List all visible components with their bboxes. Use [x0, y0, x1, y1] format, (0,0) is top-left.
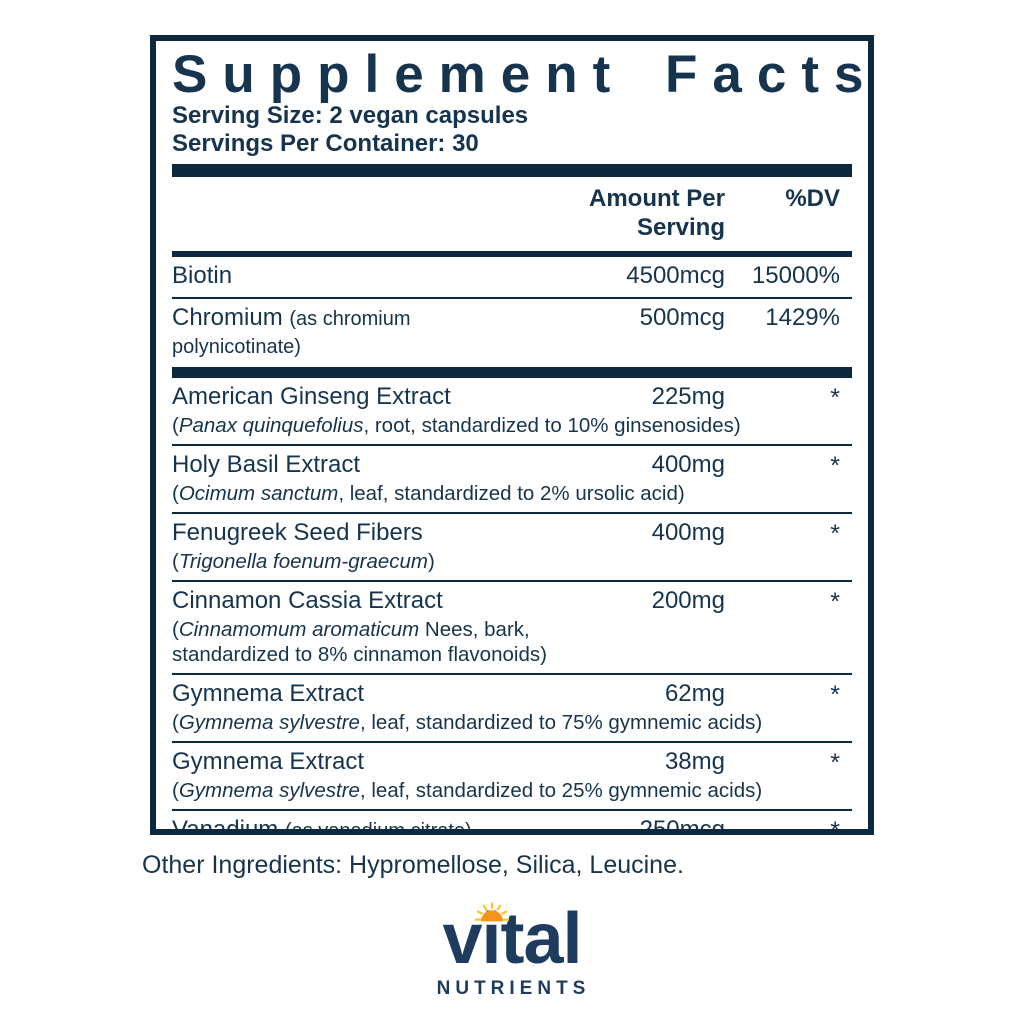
ingredient-botanical-detail: (Panax quinquefolius, root, standardized… [172, 414, 741, 438]
serving-size: Serving Size: 2 vegan capsules [172, 102, 529, 130]
ingredient-name: Cinnamon Cassia Extract [172, 587, 443, 615]
ingredient-amount: 225mg [651, 383, 725, 411]
divider-header [172, 250, 852, 257]
ingredient-dv: * [830, 816, 840, 835]
ingredient-botanical-detail: (Gymnema sylvestre, leaf, standardized t… [172, 779, 763, 802]
ingredient-amount: 400mg [651, 519, 725, 547]
separator [172, 444, 852, 447]
divider-top-thick [172, 164, 852, 178]
ingredient-name: Gymnema Extract [172, 748, 365, 775]
ingredient-row-gymnema-62: Gymnema Extract 62mg * (Gymnema sylvestr… [172, 675, 852, 741]
ingredient-name-suffix: (as chromium polynicotinate) [172, 307, 411, 359]
ingredient-name: Holy Basil Extract [172, 451, 361, 479]
ingredient-dv: 1429% [765, 303, 840, 331]
separator [172, 580, 852, 583]
brand-subtext: NUTRIENTS [436, 978, 591, 999]
brand-logo: vital NUTRIENTS [0, 899, 1024, 1000]
ingredient-dv: * [830, 588, 840, 617]
ingredient-dv: * [830, 681, 840, 710]
ingredient-botanical-detail: (Cinnamomum aromaticum Nees, bark, [172, 618, 530, 642]
ingredient-dv: * [830, 749, 840, 777]
ingredient-amount: 62mg [664, 680, 725, 708]
ingredient-amount: 500mcg [639, 303, 725, 331]
ingredient-amount: 400mg [651, 451, 725, 479]
sun-icon [475, 902, 510, 922]
ingredient-botanical-detail-line2: standardized to 8% cinnamon flavonoids) [172, 643, 547, 667]
other-ingredients: Other Ingredients: Hypromellose, Silica,… [142, 851, 684, 879]
col-header-dv: %DV [785, 185, 840, 213]
ingredient-botanical-detail: (Gymnema sylvestre, leaf, standardized t… [172, 711, 763, 735]
ingredient-dv: * [830, 452, 840, 481]
ingredient-row-cinnamon-cassia: Cinnamon Cassia Extract 200mg * (Cinnamo… [172, 582, 852, 673]
ingredient-row-vanadium: Vanadium (as vanadium citrate) 250mcg * [172, 811, 852, 835]
col-header-amount: Amount Per Serving [588, 185, 725, 242]
separator [172, 512, 852, 515]
ingredient-row-fenugreek: Fenugreek Seed Fibers 400mg * (Trigonell… [172, 514, 852, 580]
ingredient-amount: 38mg [664, 748, 725, 775]
ingredient-botanical-detail: (Ocimum sanctum, leaf, standardized to 2… [172, 482, 685, 506]
panel-title: Supplement Facts [172, 45, 874, 104]
ingredient-row-chromium: Chromium (as chromium polynicotinate) 50… [172, 299, 852, 368]
ingredient-name-suffix: (as vanadium citrate) [284, 819, 472, 835]
brand-name: vital [442, 899, 582, 979]
separator [172, 673, 852, 676]
separator [172, 296, 852, 299]
ingredient-botanical-detail: (Trigonella foenum-graecum) [172, 550, 435, 574]
servings-per-container: Servings Per Container: 30 [172, 129, 479, 157]
ingredient-dv: 15000% [751, 261, 840, 289]
ingredient-row-american-ginseng: American Ginseng Extract 225mg * (Panax … [172, 378, 852, 444]
ingredient-name: Biotin [172, 261, 233, 289]
ingredient-row-biotin: Biotin 4500mcg 15000% [172, 257, 852, 297]
ingredient-amount: 4500mcg [626, 261, 725, 289]
ingredient-amount: 250mcg [639, 815, 725, 835]
ingredient-row-holy-basil: Holy Basil Extract 400mg * (Ocimum sanct… [172, 446, 852, 512]
ingredient-name: Chromium [172, 303, 283, 331]
divider-thick [172, 367, 852, 379]
ingredient-row-gymnema-38: Gymnema Extract 38mg * (Gymnema sylvestr… [172, 743, 852, 809]
ingredient-name: American Ginseng Extract [172, 383, 451, 411]
ingredient-amount: 200mg [651, 587, 725, 615]
ingredient-dv: * [830, 384, 840, 413]
column-header-row: Amount Per Serving %DV [172, 177, 852, 251]
separator [172, 741, 852, 743]
ingredient-name: Vanadium [172, 815, 279, 835]
ingredient-dv: * [830, 520, 840, 549]
supplement-facts-panel: Supplement Facts Serving Size: 2 vegan c… [150, 35, 874, 835]
separator [172, 808, 852, 811]
ingredient-name: Gymnema Extract [172, 680, 365, 708]
ingredient-name: Fenugreek Seed Fibers [172, 519, 423, 547]
